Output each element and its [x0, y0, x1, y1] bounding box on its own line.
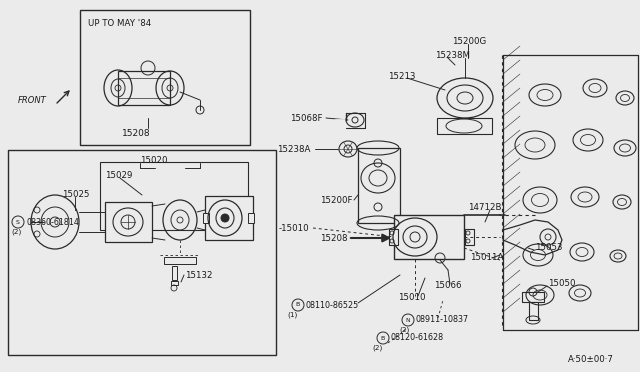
Text: -15010: -15010 [279, 224, 310, 232]
Text: 15020: 15020 [140, 155, 168, 164]
Text: 15208: 15208 [320, 234, 348, 243]
Text: 08120-61628: 08120-61628 [391, 334, 444, 343]
Bar [522, 292, 544, 302]
Text: (1): (1) [288, 312, 298, 318]
Bar [389, 229, 398, 245]
Text: 15200F: 15200F [320, 196, 353, 205]
Text: 15053: 15053 [535, 243, 563, 251]
Text: 15200G: 15200G [452, 36, 486, 45]
Bar [437, 118, 492, 134]
Circle shape [221, 214, 229, 222]
Bar [203, 213, 209, 223]
Text: 15213: 15213 [388, 71, 415, 80]
Text: 15011A: 15011A [470, 253, 504, 263]
Text: 15066: 15066 [434, 282, 461, 291]
Bar [172, 266, 177, 280]
Bar [105, 202, 152, 242]
Bar [80, 10, 250, 145]
Text: 15208: 15208 [122, 128, 150, 138]
Text: (2): (2) [400, 327, 410, 333]
Text: 15050: 15050 [548, 279, 575, 288]
Text: B: B [296, 302, 300, 308]
Text: B: B [381, 336, 385, 340]
Bar [171, 281, 178, 285]
Bar [465, 229, 474, 245]
Bar [394, 215, 464, 259]
Text: 15238A: 15238A [277, 144, 310, 154]
Text: 15010: 15010 [398, 294, 426, 302]
Bar [529, 302, 538, 320]
Text: 14712B: 14712B [468, 202, 502, 212]
Text: A·50±00·7: A·50±00·7 [568, 356, 614, 365]
Text: 08911-10837: 08911-10837 [416, 315, 469, 324]
Text: 15238M: 15238M [435, 51, 470, 60]
Bar [248, 213, 254, 223]
Text: S: S [16, 219, 20, 224]
Text: (2): (2) [11, 229, 21, 235]
Text: 15025: 15025 [62, 189, 90, 199]
Text: N: N [406, 317, 410, 323]
Bar [8, 150, 276, 355]
Bar [358, 148, 400, 223]
Text: 08360-61814: 08360-61814 [26, 218, 79, 227]
Text: 15132: 15132 [185, 270, 212, 279]
Bar [164, 257, 196, 264]
Text: FRONT: FRONT [18, 96, 47, 105]
Text: UP TO MAY '84: UP TO MAY '84 [88, 19, 151, 28]
Bar [205, 196, 253, 240]
Text: 08110-86525: 08110-86525 [306, 301, 359, 310]
Text: 15029: 15029 [105, 170, 132, 180]
Bar [118, 71, 170, 105]
Bar [100, 162, 248, 230]
Text: 15068F: 15068F [290, 113, 323, 122]
Text: (2): (2) [373, 345, 383, 351]
